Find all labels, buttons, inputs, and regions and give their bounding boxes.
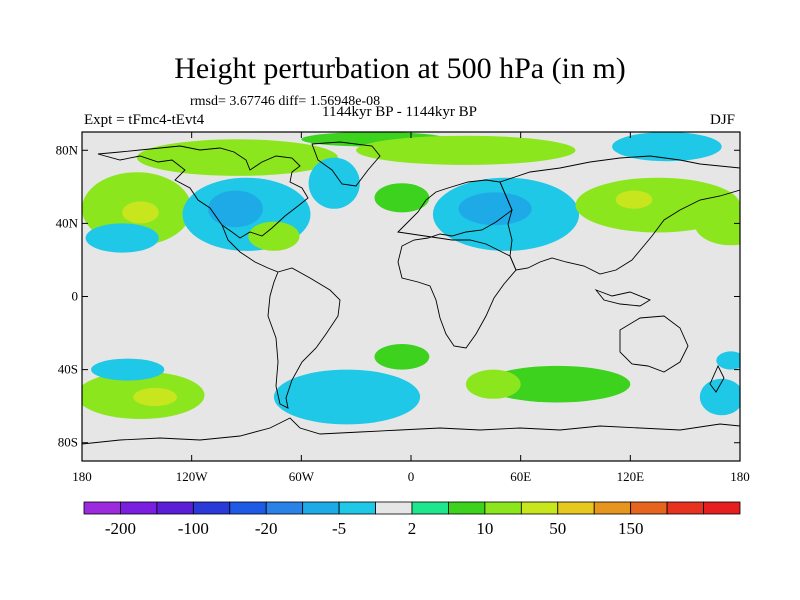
region-atlantic-green <box>374 183 430 213</box>
lon-tick-label: 180 <box>730 469 750 484</box>
coast-asia <box>499 155 740 275</box>
statistics-label: rmsd= 3.67746 diff= 1.56948e-08 <box>190 94 381 109</box>
colorbar-swatch <box>448 501 486 515</box>
lon-tick-label: 0 <box>408 469 415 484</box>
colorbar: -200 -100 -20 -5 2 10 50 150 <box>83 501 741 538</box>
colorbar-swatch <box>411 501 449 515</box>
coastlines <box>82 141 740 445</box>
colorbar-label: 10 <box>476 519 493 538</box>
experiment-label: Expt = tFmc4-tEvt4 <box>84 112 205 128</box>
region-siberia-blue <box>612 132 722 162</box>
colorbar-label: -5 <box>332 519 346 538</box>
anomaly-regions <box>82 132 740 425</box>
region-west-pacific-green <box>694 201 740 246</box>
latitude-ticks: 80N 40N 0 40S 80S <box>56 142 740 450</box>
region-south-pacific-core <box>133 387 178 407</box>
region-south-pacific-blue <box>91 358 165 381</box>
region-north-pacific-east-core <box>122 201 159 224</box>
chart-title: Height perturbation at 500 hPa (in m) <box>174 52 626 85</box>
region-south-atlantic-green <box>374 344 430 370</box>
colorbar-swatch <box>156 501 194 515</box>
colorbar-swatch <box>192 501 231 515</box>
region-south-america-blue <box>273 369 421 425</box>
colorbar-label: -100 <box>178 519 209 538</box>
colorbar-label: 2 <box>408 519 417 538</box>
colorbar-label: 150 <box>618 519 644 538</box>
region-southern-indian-core <box>465 369 521 399</box>
region-east-pacific-blue <box>716 351 740 370</box>
region-arctic-canada-green <box>136 139 338 176</box>
colorbar-swatch <box>302 501 340 515</box>
lon-tick-label: 60W <box>289 469 315 484</box>
colorbar-swatch <box>120 501 158 515</box>
region-central-pacific-blue <box>85 223 159 253</box>
lon-tick-label: 120E <box>617 469 645 484</box>
lat-tick-label: 80N <box>56 142 79 157</box>
region-arctic-europe-green <box>356 135 576 165</box>
region-east-asia-core <box>615 190 653 209</box>
lon-tick-label: 60E <box>510 469 531 484</box>
coast-central-america <box>221 224 279 273</box>
region-north-atlantic-blue <box>308 157 360 209</box>
colorbar-swatch <box>703 501 741 515</box>
colorbar-swatch <box>265 501 304 515</box>
period-label: 1144kyr BP - 1144kyr BP <box>322 104 478 120</box>
colorbar-label: 50 <box>549 519 566 538</box>
region-eurasia-core <box>458 192 532 226</box>
coast-australia <box>619 315 689 373</box>
colorbar-swatch <box>83 501 121 515</box>
colorbar-swatch <box>630 501 668 515</box>
lon-tick-label: 180 <box>72 469 92 484</box>
lon-tick-label: 120W <box>176 469 209 484</box>
region-southern-indian-green <box>484 365 631 403</box>
colorbar-swatch <box>229 501 267 515</box>
lat-tick-label: 40N <box>56 215 79 230</box>
coast-greenland <box>311 141 381 187</box>
season-label: DJF <box>710 112 736 128</box>
colorbar-label: -20 <box>255 519 278 538</box>
region-south-tasman-blue <box>699 378 740 416</box>
colorbar-swatch <box>557 501 595 515</box>
coast-antarctica <box>82 417 740 445</box>
colorbar-swatch <box>520 501 559 515</box>
colorbar-swatch <box>593 501 632 515</box>
coast-europe-africa <box>397 179 517 349</box>
longitude-ticks: 180 120W 60W 0 60E 120E 180 <box>72 132 750 484</box>
lat-tick-label: 80S <box>58 435 78 450</box>
lat-tick-label: 40S <box>58 362 78 377</box>
colorbar-label: -200 <box>105 519 136 538</box>
region-us-east-green <box>248 221 300 251</box>
colorbar-swatch <box>338 501 376 515</box>
colorbar-swatch <box>375 501 413 515</box>
coast-north-america <box>97 145 309 239</box>
colorbar-swatch <box>666 501 704 515</box>
coast-south-america <box>267 267 341 409</box>
lat-tick-label: 0 <box>72 289 79 304</box>
region-north-america-core <box>208 190 263 228</box>
coast-new-zealand <box>709 364 725 393</box>
coast-maritime <box>594 289 652 307</box>
colorbar-swatch <box>484 501 522 515</box>
